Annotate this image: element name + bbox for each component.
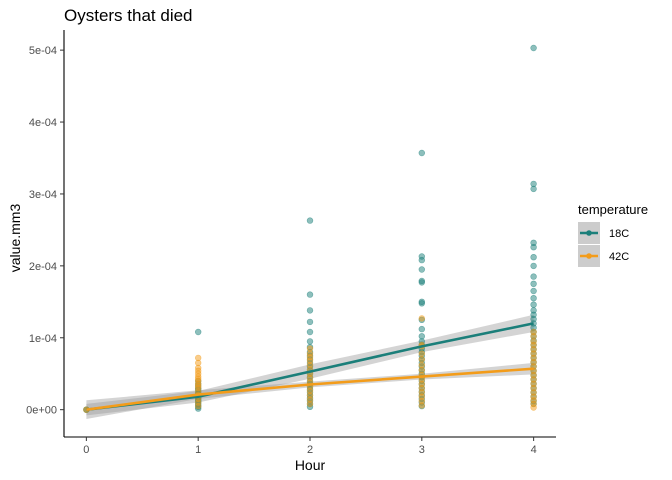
data-point-18C [418, 298, 425, 305]
data-point-18C [530, 273, 537, 280]
data-point-18C [306, 328, 314, 336]
axes: 0 1 2 3 4 0e+00 1e-04 2e-04 3e-04 4e-04 5e-04 [26, 30, 556, 456]
data-point-42C [418, 361, 425, 369]
x-tick-label: 3 [419, 444, 425, 456]
legend-key-point [586, 230, 592, 236]
fit-line-18C [86, 322, 534, 411]
data-point-42C [418, 315, 425, 322]
data-point-18C [530, 287, 537, 295]
fit-lines [86, 322, 534, 411]
x-tick-label: 1 [195, 444, 201, 456]
data-point-18C [530, 254, 537, 261]
legend-label-18C: 18C [609, 228, 629, 240]
data-point-18C [418, 149, 425, 157]
y-axis-label: value.mm3 [7, 204, 23, 273]
data-point-18C [530, 301, 537, 308]
data-point-18C [418, 333, 425, 340]
data-point-18C [530, 280, 537, 287]
data-points [83, 44, 537, 413]
legend-key-point [586, 253, 592, 259]
data-point-42C [418, 356, 425, 363]
x-tick-label: 4 [531, 444, 537, 456]
y-tick-label: 2e-04 [29, 261, 57, 273]
data-point-42C [306, 345, 314, 352]
chart-title: Oysters that died [64, 6, 193, 25]
data-point-18C [530, 180, 537, 188]
data-point-18C [530, 307, 537, 314]
y-tick-label: 1e-04 [29, 333, 57, 345]
data-point-18C [530, 295, 537, 302]
data-point-18C [418, 266, 425, 273]
y-tick-label: 4e-04 [29, 117, 57, 129]
x-tick-label: 0 [83, 444, 89, 456]
y-tick-label: 5e-04 [29, 45, 57, 57]
data-point-18C [306, 291, 314, 298]
y-tick-label: 0e+00 [26, 405, 57, 417]
x-axis-label: Hour [295, 457, 326, 473]
data-point-18C [530, 44, 537, 52]
data-point-18C [530, 262, 537, 270]
fit-line-42C [86, 367, 534, 411]
legend-label-42C: 42C [609, 251, 629, 263]
data-point-18C [306, 307, 314, 314]
data-point-18C [418, 325, 425, 333]
data-point-18C [418, 253, 425, 260]
legend: temperature 18C 42C [578, 202, 648, 267]
x-tick-label: 2 [307, 444, 313, 456]
data-point-42C [530, 328, 537, 336]
data-point-18C [530, 239, 537, 247]
data-point-18C [306, 217, 314, 224]
y-tick-label: 3e-04 [29, 189, 57, 201]
data-point-18C [306, 338, 314, 345]
data-point-42C [418, 350, 425, 357]
legend-title: temperature [578, 202, 648, 217]
data-point-42C [195, 354, 202, 362]
data-point-18C [195, 328, 202, 336]
data-point-18C [306, 318, 314, 326]
data-point-18C [418, 277, 425, 285]
